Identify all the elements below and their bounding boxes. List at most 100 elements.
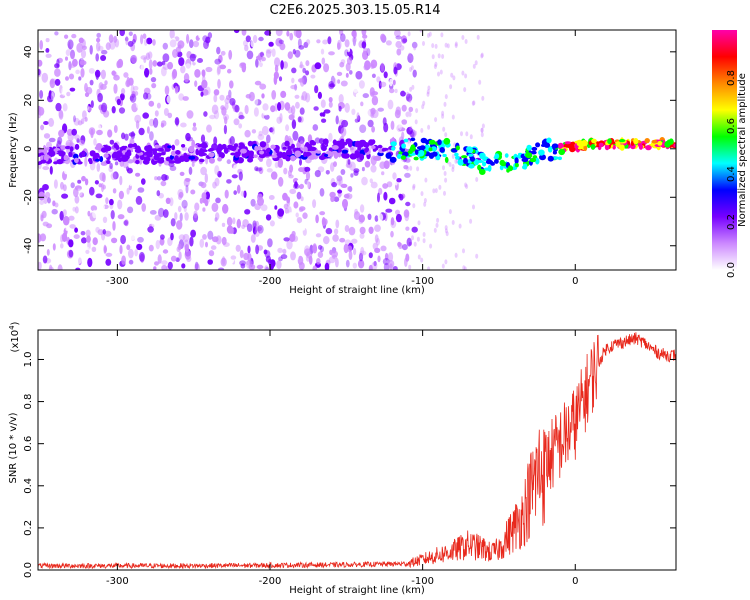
spectrogram-noise-cell (254, 97, 259, 106)
spectrogram-noise-cell (328, 101, 333, 108)
spectrogram-noise-cell (215, 212, 220, 221)
spectrogram-y-tick-label: -20 (23, 189, 34, 205)
colorbar-tick-label: 0.4 (726, 166, 737, 182)
spectrogram-ridge-cell (547, 146, 553, 153)
spectrogram-noise-cell (427, 266, 431, 270)
spectrogram-noise-cell (367, 109, 371, 120)
spectrogram-noise-cell (370, 181, 378, 189)
spectrogram-noise-cell (226, 159, 231, 165)
spectrogram-ridge-cell (419, 145, 426, 150)
spectrogram-noise-cell (361, 176, 368, 186)
spectrogram-noise-cell (277, 158, 284, 168)
spectrogram-ridge-cell (223, 147, 229, 154)
spectrogram-noise-cell (444, 94, 448, 100)
spectrogram-noise-cell (261, 125, 269, 136)
spectrogram-noise-cell (293, 201, 299, 209)
spectrogram-noise-cell (297, 38, 302, 48)
spectrogram-ridge-cell (103, 153, 109, 158)
spectrogram-noise-cell (129, 232, 136, 240)
spectrogram-ridge-cell (372, 148, 377, 152)
spectrogram-ridge-cell (583, 144, 588, 152)
spectrogram-noise-cell (255, 58, 259, 68)
spectrogram-noise-cell (80, 118, 85, 125)
spectrogram-y-tick-label: -40 (23, 238, 34, 254)
spectrogram-noise-cell (436, 217, 440, 223)
spectrogram-noise-cell (299, 61, 303, 69)
spectrogram-noise-cell (75, 267, 81, 270)
spectrogram-noise-cell (68, 73, 75, 80)
spectrogram-ridge-cell (551, 143, 559, 149)
spectrogram-noise-cell (356, 112, 360, 121)
spectrogram-noise-cell (444, 177, 448, 183)
spectrogram-noise-cell (178, 194, 183, 200)
spectrogram-noise-cell (402, 244, 408, 251)
spectrogram-noise-cell (193, 210, 198, 219)
spectrogram-noise-cell (229, 98, 236, 106)
spectrogram-ridge-cell (308, 155, 316, 160)
spectrogram-noise-cell (277, 102, 282, 111)
spectrogram-ridge-cell (377, 144, 383, 149)
spectrogram-noise-cell (88, 127, 96, 136)
spectrogram-ridge-cell (531, 146, 538, 151)
spectrogram-noise-cell (265, 49, 272, 59)
spectrogram-noise-cell (298, 183, 304, 190)
spectrogram-noise-cell (232, 126, 240, 134)
spectrogram-noise-cell (348, 186, 353, 193)
spectrogram-noise-cell (240, 263, 246, 269)
spectrogram-ridge-cell (410, 137, 416, 142)
spectrogram-noise-cell (52, 243, 56, 251)
spectrogram-noise-cell (145, 52, 151, 61)
spectrogram-noise-cell (398, 127, 406, 132)
spectrogram-noise-cell (328, 51, 335, 56)
spectrogram-noise-cell (251, 212, 256, 217)
spectrogram-noise-cell (390, 217, 395, 226)
spectrogram-noise-cell (105, 197, 109, 205)
spectrogram-noise-cell (353, 248, 357, 256)
spectrogram-noise-cell (134, 249, 138, 257)
spectrogram-noise-cell (374, 247, 381, 253)
spectrogram-noise-cell (278, 39, 284, 44)
snr-y-tick-label: 0.2 (23, 520, 34, 536)
spectrogram-noise-cell (170, 232, 174, 241)
spectrogram-noise-cell (214, 58, 221, 65)
spectrogram-noise-cell (245, 94, 252, 99)
spectrogram-noise-cell (117, 214, 125, 220)
spectrogram-noise-cell (363, 47, 368, 55)
spectrogram-noise-cell (462, 265, 466, 270)
spectrogram-noise-cell (480, 132, 484, 138)
spectrogram-ridge-cell (576, 139, 583, 147)
spectrogram-noise-cell (271, 187, 275, 196)
spectrogram-ridge-cell (591, 138, 597, 144)
spectrogram-noise-cell (160, 180, 167, 187)
spectrogram-noise-cell (201, 192, 207, 201)
spectrogram-noise-cell (329, 83, 336, 88)
spectrogram-ridge-cell (316, 150, 321, 154)
spectrogram-noise-cell (292, 207, 297, 214)
spectrogram-noise-cell (410, 65, 414, 71)
spectrogram-noise-cell (469, 218, 473, 224)
spectrogram-noise-cell (293, 30, 300, 37)
spectrogram-noise-cell (229, 227, 235, 234)
spectrogram-noise-cell (417, 220, 421, 226)
spectrogram-noise-cell (415, 108, 419, 114)
spectrogram-noise-cell (449, 84, 453, 90)
spectrogram-noise-cell (235, 54, 241, 59)
spectrogram-noise-cell (368, 252, 373, 259)
spectrogram-noise-cell (108, 34, 114, 43)
spectrogram-noise-cell (73, 117, 80, 126)
spectrogram-ridge-cell (104, 145, 112, 152)
spectrogram-ridge-cell (294, 150, 302, 158)
spectrogram-noise-cell (437, 71, 440, 77)
spectrogram-noise-cell (124, 36, 129, 42)
spectrogram-noise-cell (129, 177, 133, 187)
spectrogram-noise-cell (298, 167, 305, 173)
spectrogram-noise-cell (314, 137, 321, 144)
spectrogram-ridge-cell (65, 145, 71, 150)
spectrogram-ridge-cell (48, 147, 54, 155)
spectrogram-noise-cell (225, 94, 232, 101)
spectrogram-noise-cell (110, 210, 115, 220)
spectrogram-ridge-cell (400, 155, 406, 160)
spectrogram-noise-cell (164, 174, 169, 181)
spectrogram-noise-cell (65, 56, 68, 61)
spectrogram-ridge-cell (390, 141, 397, 147)
